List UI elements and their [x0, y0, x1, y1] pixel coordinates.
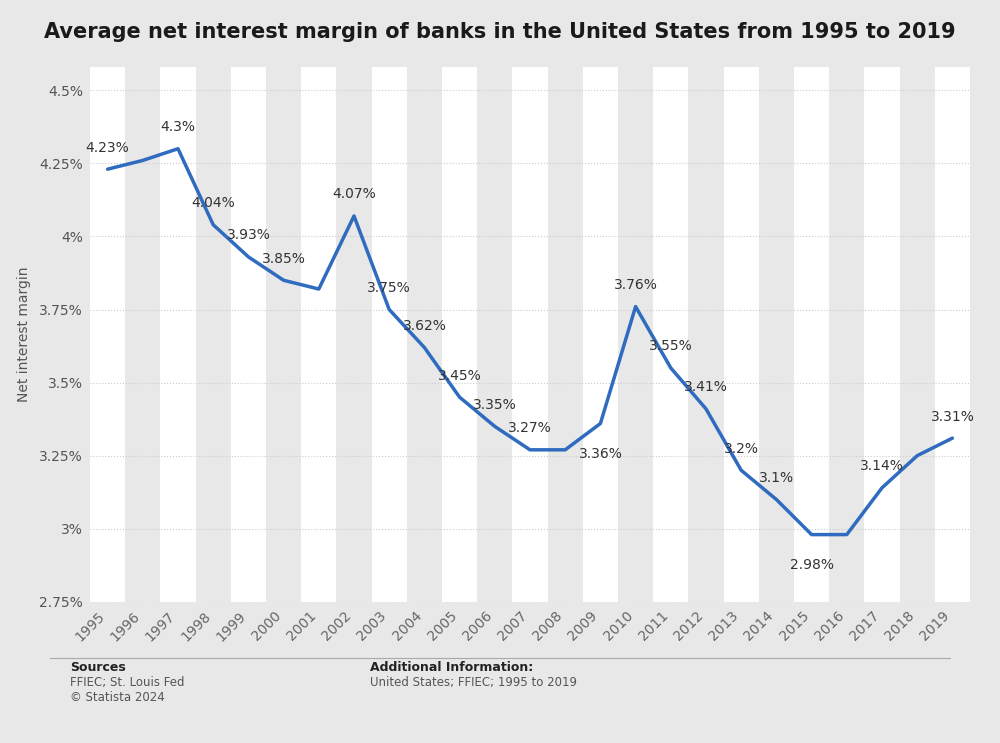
Bar — [618, 67, 653, 602]
Text: 4.07%: 4.07% — [332, 187, 376, 201]
Bar — [196, 67, 231, 602]
Text: 3.31%: 3.31% — [930, 409, 974, 424]
Bar — [759, 67, 794, 602]
Text: 3.85%: 3.85% — [262, 252, 306, 266]
Text: 3.1%: 3.1% — [759, 471, 794, 485]
Text: FFIEC; St. Louis Fed
© Statista 2024: FFIEC; St. Louis Fed © Statista 2024 — [70, 676, 184, 704]
Text: 3.93%: 3.93% — [226, 228, 270, 242]
Bar — [407, 67, 442, 602]
Bar — [548, 67, 583, 602]
Text: 3.27%: 3.27% — [508, 421, 552, 435]
Bar — [829, 67, 864, 602]
Text: 3.45%: 3.45% — [438, 369, 481, 383]
Text: 3.62%: 3.62% — [402, 319, 446, 333]
Text: Sources: Sources — [70, 661, 126, 674]
Bar — [688, 67, 724, 602]
Text: 4.04%: 4.04% — [191, 196, 235, 210]
Text: 3.36%: 3.36% — [578, 447, 622, 461]
Text: 4.3%: 4.3% — [161, 120, 196, 134]
Text: 3.41%: 3.41% — [684, 380, 728, 395]
Text: 3.14%: 3.14% — [860, 459, 904, 473]
Text: 2.98%: 2.98% — [790, 558, 834, 572]
Text: 3.75%: 3.75% — [367, 281, 411, 295]
Text: 3.55%: 3.55% — [649, 340, 693, 354]
Bar — [266, 67, 301, 602]
Y-axis label: Net interest margin: Net interest margin — [17, 267, 31, 402]
Bar — [336, 67, 372, 602]
Text: 4.23%: 4.23% — [86, 140, 129, 155]
Text: 3.35%: 3.35% — [473, 398, 517, 412]
Text: United States; FFIEC; 1995 to 2019: United States; FFIEC; 1995 to 2019 — [370, 676, 577, 689]
Text: Average net interest margin of banks in the United States from 1995 to 2019: Average net interest margin of banks in … — [44, 22, 956, 42]
Text: Additional Information:: Additional Information: — [370, 661, 533, 674]
Bar — [900, 67, 935, 602]
Bar — [125, 67, 160, 602]
Text: 3.76%: 3.76% — [614, 278, 658, 292]
Bar — [477, 67, 512, 602]
Text: 3.2%: 3.2% — [724, 441, 759, 455]
